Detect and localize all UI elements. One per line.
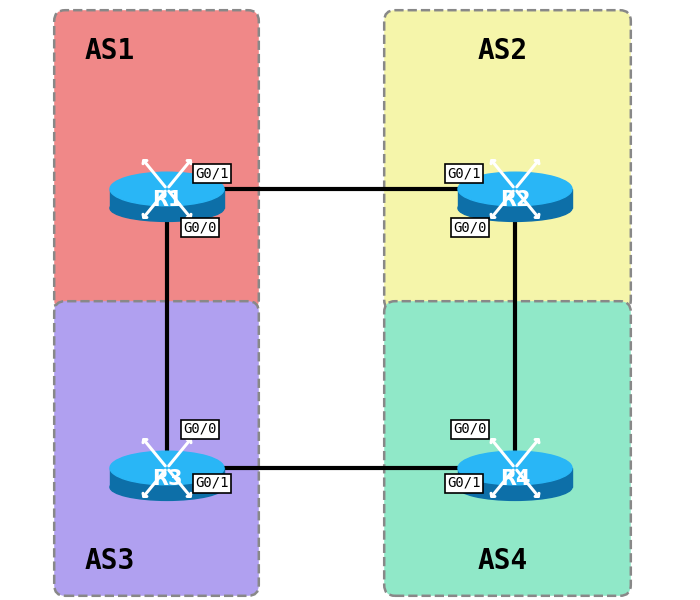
Ellipse shape <box>110 195 224 221</box>
Ellipse shape <box>458 474 572 500</box>
Text: G0/1: G0/1 <box>447 476 481 490</box>
FancyBboxPatch shape <box>384 10 631 311</box>
Polygon shape <box>458 189 572 208</box>
Text: R4: R4 <box>500 469 531 488</box>
Polygon shape <box>110 189 224 208</box>
Polygon shape <box>458 468 572 487</box>
Text: G0/0: G0/0 <box>454 422 486 436</box>
Ellipse shape <box>110 451 224 485</box>
Text: G0/0: G0/0 <box>183 422 217 436</box>
Ellipse shape <box>110 474 224 500</box>
Ellipse shape <box>458 172 572 206</box>
Ellipse shape <box>458 451 572 485</box>
FancyBboxPatch shape <box>54 301 259 596</box>
Text: AS4: AS4 <box>478 547 528 575</box>
Text: AS2: AS2 <box>478 37 528 65</box>
Text: G0/0: G0/0 <box>183 221 217 235</box>
Text: G0/1: G0/1 <box>195 167 229 181</box>
Text: AS3: AS3 <box>85 547 135 575</box>
Text: G0/1: G0/1 <box>195 476 229 490</box>
FancyBboxPatch shape <box>54 10 259 311</box>
Text: AS1: AS1 <box>85 37 135 65</box>
Text: R2: R2 <box>500 190 531 209</box>
Text: R1: R1 <box>152 190 182 209</box>
Text: R3: R3 <box>152 469 182 488</box>
Polygon shape <box>110 468 224 487</box>
FancyBboxPatch shape <box>384 301 631 596</box>
Ellipse shape <box>110 172 224 206</box>
Text: G0/0: G0/0 <box>454 221 486 235</box>
Ellipse shape <box>458 195 572 221</box>
Text: G0/1: G0/1 <box>447 167 481 181</box>
